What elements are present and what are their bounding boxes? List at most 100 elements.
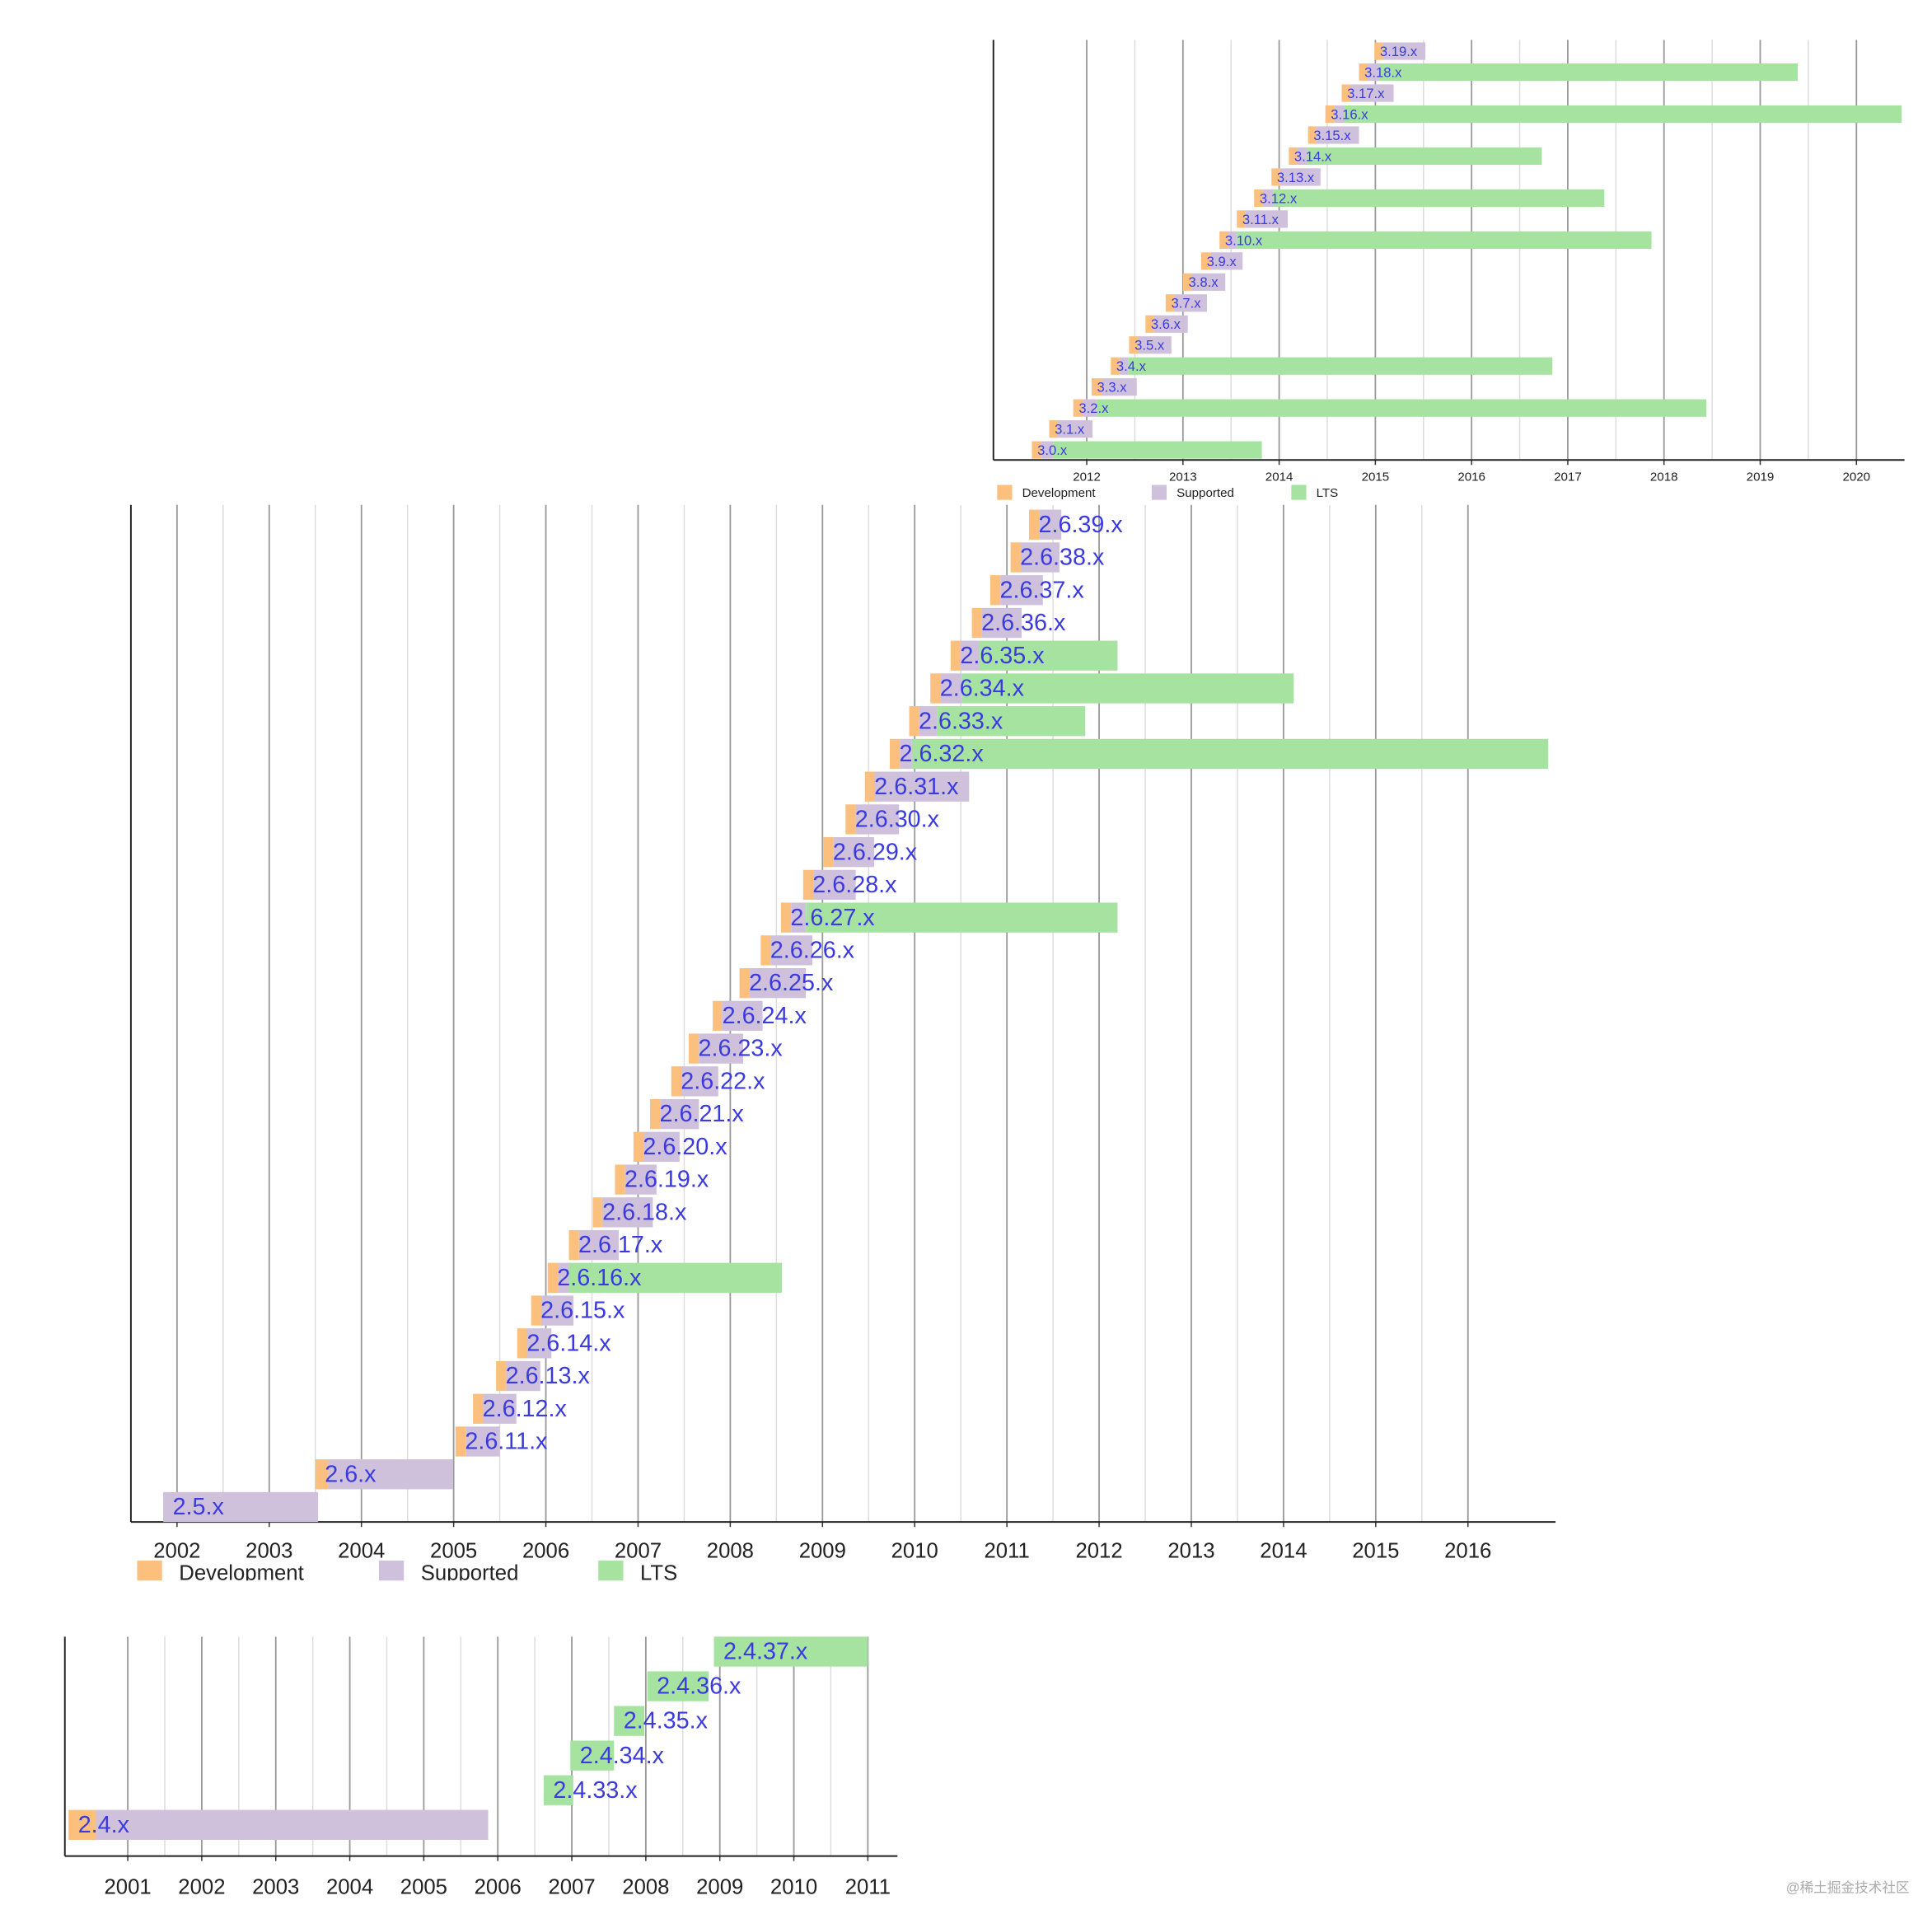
version-label: 2.6.37.x xyxy=(999,577,1084,603)
bar-segment xyxy=(455,1426,466,1457)
bar-segment xyxy=(1350,84,1394,102)
bar-segment xyxy=(961,673,1294,704)
bar-segment xyxy=(1182,273,1192,291)
version-label: 3.18.x xyxy=(1364,64,1402,80)
bar-segment xyxy=(540,1295,574,1326)
bar-segment xyxy=(823,837,834,868)
x-tick-label: 2015 xyxy=(1362,470,1390,484)
bar-segment xyxy=(473,1393,484,1424)
bar-segment xyxy=(1020,542,1060,573)
bar-segment xyxy=(1228,231,1237,249)
bar-segment xyxy=(770,935,812,966)
version-label: 2.6.32.x xyxy=(900,741,985,767)
bar-segment xyxy=(989,575,1001,606)
bar-segment xyxy=(1119,357,1129,375)
bar-segment xyxy=(722,1000,763,1032)
bar-segment xyxy=(483,1393,517,1424)
version-label: 3.6.x xyxy=(1151,316,1181,332)
bar-segment xyxy=(163,1491,319,1523)
version-label: 2.6.38.x xyxy=(1020,545,1105,571)
x-tick-label: 2011 xyxy=(985,1539,1030,1562)
bar-segment xyxy=(1129,336,1138,354)
bar-segment xyxy=(950,640,961,671)
bar-segment xyxy=(1201,252,1211,270)
bar-segment xyxy=(671,1066,682,1097)
bar-segment xyxy=(1341,84,1351,102)
bar-segment xyxy=(531,1295,541,1326)
bar-segment xyxy=(578,1229,619,1261)
bar-segment xyxy=(689,1033,699,1064)
bar-segment xyxy=(506,1360,540,1392)
bar-segment xyxy=(930,673,941,704)
bar-segment xyxy=(1219,231,1228,249)
legend-label: Supported xyxy=(421,1561,519,1584)
chart: 2002 2003 2004 2005 2006 2007 2008 2009 2010 2011… xyxy=(129,504,1556,1584)
bar-segment xyxy=(873,771,970,802)
bar-segment xyxy=(496,1360,507,1392)
bar-segment xyxy=(855,804,900,835)
bar-segment xyxy=(543,1775,573,1805)
bar-segment xyxy=(791,902,807,933)
bar-segment xyxy=(833,837,874,868)
x-tick-label: 2018 xyxy=(1650,470,1678,484)
version-label: 2.4.x xyxy=(78,1812,130,1838)
version-label: 3.13.x xyxy=(1277,170,1315,185)
x-tick-label: 2006 xyxy=(475,1876,522,1899)
bar-segment xyxy=(1137,336,1172,354)
version-label: 2.4.37.x xyxy=(723,1639,808,1665)
bar-segment xyxy=(749,967,807,999)
version-label: 2.6.26.x xyxy=(770,938,855,964)
bar-segment xyxy=(1102,378,1137,396)
bar-segment xyxy=(1359,63,1368,82)
bar-segment xyxy=(465,1426,500,1457)
bar-segment xyxy=(1334,105,1345,124)
bar-segment xyxy=(1297,147,1307,166)
bar-segment xyxy=(813,869,856,901)
version-label: 2.6.23.x xyxy=(699,1036,784,1062)
x-tick-label: 2006 xyxy=(522,1539,569,1562)
version-label: 2.6.20.x xyxy=(643,1134,727,1160)
bar-segment xyxy=(1254,189,1263,208)
bar-segment xyxy=(1279,168,1321,186)
bar-segment xyxy=(1058,420,1093,438)
bar-segment xyxy=(1307,126,1317,144)
bar-segment xyxy=(1128,357,1553,375)
bar-segment xyxy=(1245,210,1289,228)
version-label: 3.15.x xyxy=(1313,128,1351,143)
legend-label: Development xyxy=(1022,486,1097,500)
bar-segment xyxy=(1153,315,1188,333)
bar-segment xyxy=(1345,105,1902,124)
bar-segment xyxy=(1325,105,1335,124)
version-label: 3.1.x xyxy=(1055,422,1085,438)
version-label: 2.6.14.x xyxy=(526,1330,611,1356)
bar-segment xyxy=(1091,378,1102,396)
legend-label: Supported xyxy=(1177,486,1234,500)
version-label: 3.19.x xyxy=(1380,44,1418,59)
version-label: 2.6.33.x xyxy=(919,708,1003,734)
x-tick-label: 2013 xyxy=(1169,470,1197,484)
version-label: 2.6.11.x xyxy=(465,1429,548,1455)
bar-segment xyxy=(1174,294,1208,312)
version-label: 3.10.x xyxy=(1225,232,1263,248)
bar-segment xyxy=(909,706,919,737)
version-label: 3.4.x xyxy=(1116,358,1147,374)
x-tick-label: 2002 xyxy=(178,1876,225,1899)
bar-segment xyxy=(1073,399,1083,417)
bar-segment xyxy=(1379,63,1799,82)
bar-segment xyxy=(601,1197,653,1228)
bar-segment xyxy=(1307,147,1542,166)
bar-segment xyxy=(328,1459,453,1490)
bar-segment xyxy=(845,804,856,835)
x-tick-label: 2016 xyxy=(1457,470,1485,484)
x-tick-label: 2019 xyxy=(1747,470,1775,484)
version-label: 3.11.x xyxy=(1242,212,1279,227)
version-label: 2.6.24.x xyxy=(723,1003,807,1029)
version-label: 2.4.33.x xyxy=(553,1777,638,1804)
version-label: 2.6.39.x xyxy=(1039,512,1124,538)
bar-segment xyxy=(1273,189,1605,208)
bar-segment xyxy=(526,1328,552,1359)
version-label: 3.17.x xyxy=(1347,86,1385,101)
legend-label: LTS xyxy=(640,1561,677,1584)
bar-segment xyxy=(660,1098,699,1130)
